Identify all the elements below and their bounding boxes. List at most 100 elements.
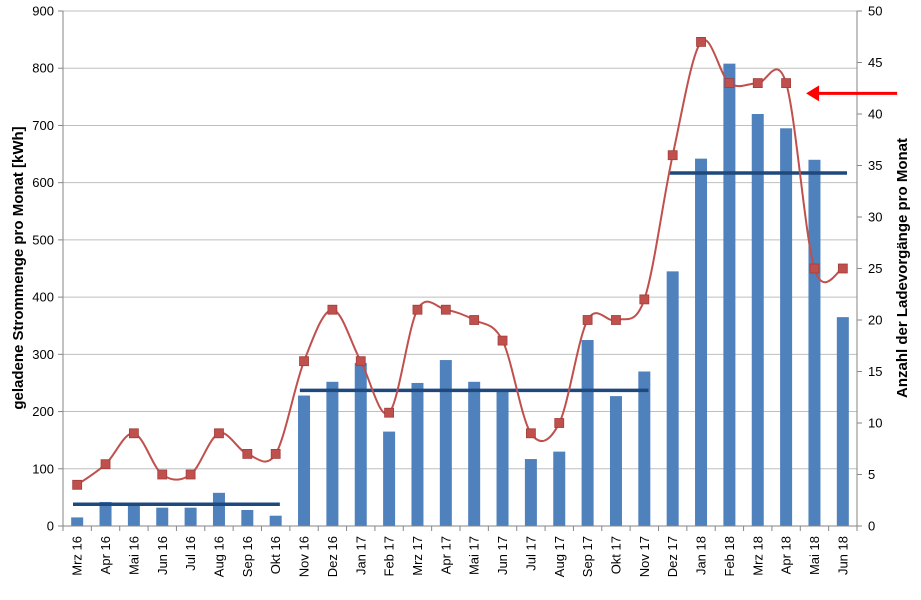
x-tick-label: Apr 18 <box>779 536 794 574</box>
x-tick-label: Aug 17 <box>552 536 567 577</box>
bar <box>496 389 509 526</box>
x-tick-label: Dez 16 <box>325 536 340 577</box>
bar <box>780 128 793 527</box>
line-marker <box>611 315 621 325</box>
line-marker <box>270 448 281 459</box>
axes <box>58 10 862 531</box>
bar <box>212 492 225 526</box>
line-marker <box>384 407 395 418</box>
bar <box>609 396 622 526</box>
x-tick-label: Aug 16 <box>211 536 226 577</box>
line-marker <box>355 356 366 367</box>
x-tick-label: Jun 16 <box>155 536 170 575</box>
line-marker <box>781 78 792 88</box>
arrow-head <box>806 85 820 102</box>
line-marker <box>667 150 678 161</box>
line-marker <box>809 263 820 274</box>
y-tick-label: 600 <box>32 175 54 190</box>
bar <box>723 63 736 527</box>
line-marker <box>299 356 309 367</box>
bar <box>298 395 311 526</box>
y-tick-label: 700 <box>32 118 54 133</box>
y2-tick-label: 25 <box>868 261 882 276</box>
bar <box>241 509 254 526</box>
y-axis-title: geladene Strommenge pro Monat [kWh] <box>10 126 27 409</box>
x-tick-label: Feb 17 <box>382 536 397 576</box>
bar <box>156 507 169 526</box>
x-tick-label: Nov 17 <box>637 536 652 577</box>
y2-tick-label: 20 <box>868 313 882 328</box>
line-marker <box>724 78 735 88</box>
bar <box>808 159 821 526</box>
line-marker <box>554 418 565 428</box>
line-marker <box>327 304 338 315</box>
y2-tick-label: 5 <box>868 467 875 482</box>
line-marker <box>752 78 763 88</box>
line-marker <box>582 315 593 325</box>
y-tick-label: 800 <box>32 61 54 76</box>
annotations <box>806 85 898 102</box>
line-series <box>72 37 848 490</box>
y2-tick-label: 10 <box>868 416 882 431</box>
line-marker <box>72 479 83 490</box>
line-marker <box>412 304 423 315</box>
x-tick-label: Mrz 17 <box>410 536 425 576</box>
y2-tick-label: 40 <box>868 107 882 122</box>
line-marker <box>242 448 253 459</box>
line-marker <box>497 335 508 346</box>
x-tick-label: Jun 17 <box>495 536 510 575</box>
line-marker <box>157 469 168 480</box>
x-tick-label: Jul 17 <box>523 536 538 571</box>
bar <box>666 271 679 526</box>
bar <box>524 459 537 526</box>
y-tick-label: 0 <box>47 519 54 534</box>
grid <box>63 10 857 470</box>
y2-tick-label: 45 <box>868 55 882 70</box>
x-tick-label: Sep 17 <box>580 536 595 577</box>
y-tick-label: 200 <box>32 404 54 419</box>
average-lines <box>73 171 847 507</box>
x-tick-label: Mrz 16 <box>70 536 85 576</box>
x-tick-label: Feb 18 <box>722 536 737 576</box>
bar <box>71 517 84 526</box>
y-tick-label: 900 <box>32 4 54 19</box>
y2-tick-label: 35 <box>868 158 882 173</box>
bar <box>383 431 396 526</box>
bar <box>269 515 282 526</box>
line-marker <box>185 469 196 480</box>
line-marker <box>525 428 536 439</box>
y-tick-label: 100 <box>32 461 54 476</box>
line-marker <box>837 263 848 274</box>
y2-tick-label: 15 <box>868 364 882 379</box>
y-tick-label: 400 <box>32 290 54 305</box>
x-tick-label: Mai 18 <box>807 536 822 575</box>
y2-axis-title: Anzahl der Ladevorgänge pro Monat <box>894 138 911 398</box>
x-tick-label: Mai 17 <box>467 536 482 575</box>
x-tick-label: Mrz 18 <box>750 536 765 576</box>
x-tick-label: Sep 16 <box>240 536 255 577</box>
bar <box>751 114 764 526</box>
line-marker <box>440 304 451 315</box>
bar <box>468 381 481 526</box>
bar <box>439 360 452 526</box>
bar <box>354 362 367 526</box>
x-tick-label: Apr 16 <box>98 536 113 574</box>
y2-tick-label: 50 <box>868 4 882 19</box>
x-tick-label: Jun 18 <box>835 536 850 575</box>
bar <box>127 504 140 526</box>
bar <box>638 371 651 526</box>
bar <box>553 451 566 526</box>
y-tick-label: 300 <box>32 347 54 362</box>
x-tick-label: Nov 16 <box>297 536 312 577</box>
bar <box>695 158 708 526</box>
bar <box>581 340 594 526</box>
x-tick-label: Okt 16 <box>268 536 283 574</box>
line-marker <box>696 37 706 47</box>
x-tick-label: Apr 17 <box>438 536 453 574</box>
bar <box>184 507 197 526</box>
y-tick-label: 500 <box>32 232 54 247</box>
bar <box>411 382 424 526</box>
x-tick-label: Mai 16 <box>126 536 141 575</box>
